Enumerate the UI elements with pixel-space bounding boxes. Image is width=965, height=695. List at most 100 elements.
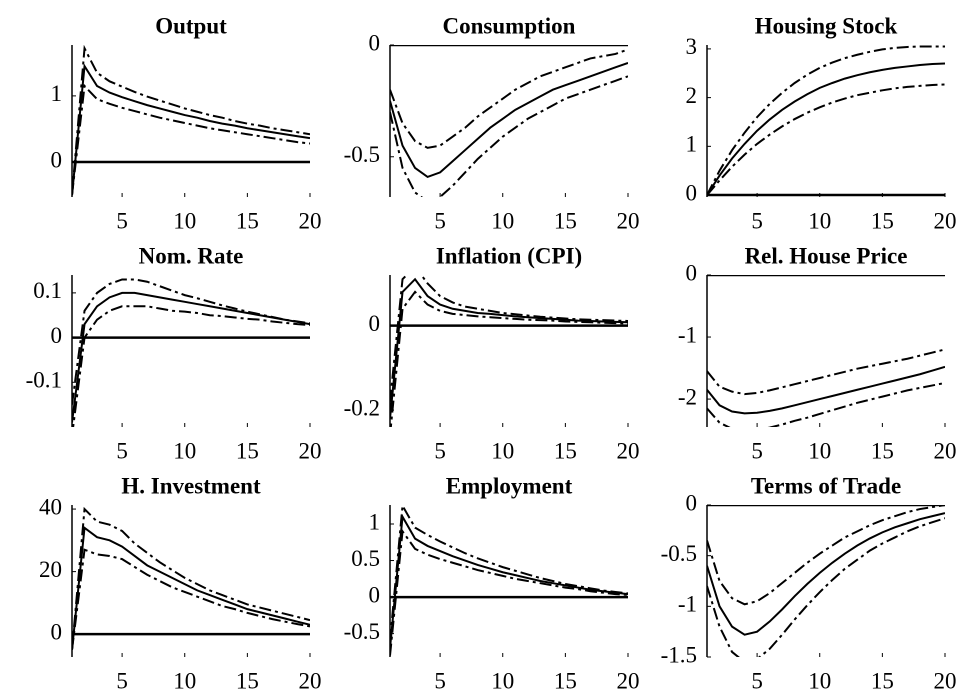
y-tick-label: -0.1 — [26, 368, 62, 393]
panel: H. Investment 0 20 40 5 10 15 20 — [39, 473, 322, 693]
x-tick-label: 20 — [299, 668, 322, 693]
y-tick-label: 0 — [51, 323, 63, 348]
y-tick-label: 0 — [369, 582, 381, 607]
series-line — [707, 517, 945, 657]
x-tick-label: 20 — [617, 438, 640, 463]
series-line — [707, 505, 945, 606]
series-line — [72, 45, 310, 196]
x-tick-label: 15 — [236, 438, 259, 463]
x-tick-label: 10 — [173, 668, 196, 693]
series-line — [390, 528, 628, 656]
x-tick-label: 5 — [434, 438, 446, 463]
panel-title: Inflation (CPI) — [436, 243, 582, 268]
panel-title: Output — [155, 13, 227, 38]
plot-area — [390, 45, 628, 197]
x-tick-label: 5 — [116, 668, 128, 693]
y-tick-label: 3 — [686, 34, 698, 59]
series-line — [390, 48, 628, 149]
x-tick-label: 5 — [434, 668, 446, 693]
panel-title: Nom. Rate — [139, 243, 244, 268]
series-line — [72, 63, 310, 196]
x-tick-label: 10 — [173, 208, 196, 233]
series-line — [707, 83, 945, 196]
x-tick-label: 20 — [934, 668, 957, 693]
series-line — [707, 512, 945, 636]
series-line — [390, 61, 628, 178]
y-tick-label: 0 — [369, 311, 381, 336]
x-tick-label: 10 — [173, 438, 196, 463]
series-line — [390, 277, 628, 419]
panel-title: Housing Stock — [755, 13, 898, 38]
series-line — [707, 365, 945, 415]
plot-area — [390, 505, 628, 656]
panel-title: Terms of Trade — [751, 473, 901, 498]
x-tick-label: 5 — [434, 208, 446, 233]
x-tick-label: 10 — [808, 668, 831, 693]
series-line — [390, 513, 628, 649]
panel: Consumption -0.5 0 5 10 15 20 — [344, 13, 640, 233]
x-tick-label: 15 — [554, 208, 577, 233]
x-tick-label: 5 — [116, 438, 128, 463]
y-tick-label: -0.5 — [344, 142, 380, 167]
x-tick-label: 15 — [871, 668, 894, 693]
panel-title: H. Investment — [121, 473, 261, 498]
panel: Employment-0.500.515 10 15 20 — [344, 473, 640, 693]
series-line — [72, 305, 310, 427]
y-tick-label: -0.5 — [344, 619, 380, 644]
series-line — [390, 290, 628, 427]
panel-title: Rel. House Price — [745, 243, 908, 268]
series-line — [390, 275, 628, 402]
series-line — [390, 505, 628, 642]
y-tick-label: -1 — [678, 322, 697, 347]
x-tick-label: 20 — [299, 438, 322, 463]
panel: Nom. Rate -0.1 0 0.1 5 10 15 20 — [26, 243, 322, 463]
y-tick-label: 0.5 — [351, 546, 380, 571]
x-tick-label: 15 — [236, 208, 259, 233]
plot-area — [390, 275, 628, 427]
x-tick-label: 5 — [116, 208, 128, 233]
series-line — [72, 278, 310, 405]
plot-area — [707, 45, 945, 197]
x-tick-label: 10 — [491, 438, 514, 463]
y-tick-label: 0 — [369, 30, 381, 55]
x-tick-label: 15 — [554, 668, 577, 693]
y-tick-label: 40 — [39, 494, 62, 519]
x-tick-label: 10 — [491, 208, 514, 233]
y-tick-label: 1 — [51, 81, 63, 106]
panel-title: Consumption — [443, 13, 576, 38]
series-line — [72, 548, 310, 650]
x-tick-label: 20 — [617, 668, 640, 693]
series-line — [707, 381, 945, 427]
series-line — [390, 75, 628, 197]
x-tick-label: 20 — [934, 208, 957, 233]
x-tick-label: 15 — [871, 208, 894, 233]
y-tick-label: -0.2 — [344, 395, 380, 420]
y-tick-label: 2 — [686, 83, 698, 108]
plot-area — [72, 506, 310, 650]
y-tick-label: 1 — [369, 509, 381, 534]
y-tick-label: -0.5 — [661, 541, 697, 566]
y-tick-label: 1 — [686, 132, 698, 157]
x-tick-label: 10 — [808, 438, 831, 463]
y-tick-label: 0 — [686, 180, 698, 205]
series-line — [707, 348, 945, 396]
x-tick-label: 15 — [236, 668, 259, 693]
y-tick-label: 0 — [51, 147, 63, 172]
panel: Housing Stock 0 1 2 3 5 10 15 20 — [686, 13, 957, 233]
plot-area — [72, 278, 310, 427]
y-tick-label: -1 — [678, 592, 697, 617]
x-tick-label: 15 — [554, 438, 577, 463]
panel: Terms of Trade -1.5 -1 -0.5 0 5 10 15 20 — [661, 473, 957, 693]
x-tick-label: 15 — [871, 438, 894, 463]
panel-title: Employment — [446, 473, 573, 498]
series-line — [72, 506, 310, 650]
series-line — [72, 525, 310, 650]
y-tick-label: 0.1 — [33, 278, 62, 303]
x-tick-label: 10 — [491, 668, 514, 693]
x-tick-label: 5 — [751, 668, 763, 693]
plot-area — [707, 505, 945, 657]
x-tick-label: 20 — [934, 438, 957, 463]
